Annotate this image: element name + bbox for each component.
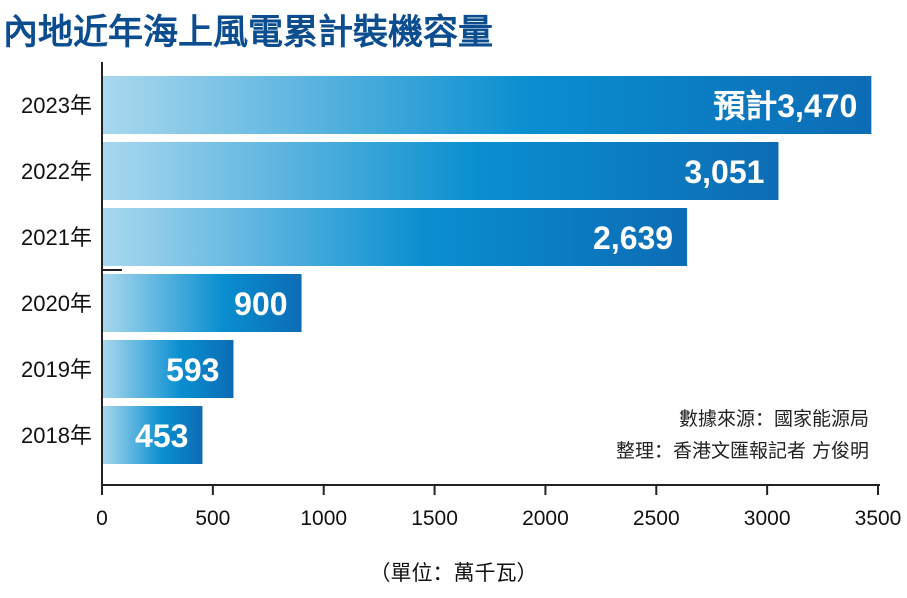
x-tick-label: 1500 bbox=[411, 507, 458, 530]
bar-2023年 bbox=[102, 76, 872, 134]
x-axis-unit-label: （單位：萬千瓦） bbox=[369, 561, 538, 585]
bar-2018年 bbox=[102, 406, 203, 464]
chart-title: 內地近年海上風電累計裝機容量 bbox=[3, 13, 494, 53]
editor-note: 整理：香港文匯報記者 方俊明 bbox=[615, 440, 869, 462]
x-tick-label: 2500 bbox=[633, 507, 680, 530]
bar-2020年 bbox=[102, 274, 302, 332]
category-label: 2019年 bbox=[21, 357, 92, 382]
bar-2022年 bbox=[102, 142, 779, 200]
x-tick-label: 0 bbox=[96, 507, 108, 530]
bar-value-label: 3,051 bbox=[684, 154, 764, 190]
bar-value-label: 預計3,470 bbox=[713, 88, 857, 124]
source-note: 數據來源：國家能源局 bbox=[678, 408, 869, 430]
x-tick-label: 2000 bbox=[522, 507, 569, 530]
bar-value-label: 2,639 bbox=[593, 220, 673, 256]
x-tick-label: 500 bbox=[195, 507, 230, 530]
bar-value-label: 453 bbox=[135, 418, 188, 454]
category-label: 2021年 bbox=[21, 225, 92, 250]
bar-value-label: 593 bbox=[166, 352, 219, 388]
category-label: 2020年 bbox=[21, 291, 92, 316]
category-label: 2023年 bbox=[21, 93, 92, 118]
x-tick-label: 3000 bbox=[744, 507, 791, 530]
bar-2019年 bbox=[102, 340, 234, 398]
bar-2021年 bbox=[102, 208, 688, 266]
bar-value-label: 900 bbox=[234, 286, 287, 322]
x-tick-label: 3500 bbox=[855, 507, 902, 530]
x-tick-label: 1000 bbox=[300, 507, 347, 530]
category-label: 2018年 bbox=[21, 423, 92, 448]
category-label: 2022年 bbox=[21, 159, 92, 184]
